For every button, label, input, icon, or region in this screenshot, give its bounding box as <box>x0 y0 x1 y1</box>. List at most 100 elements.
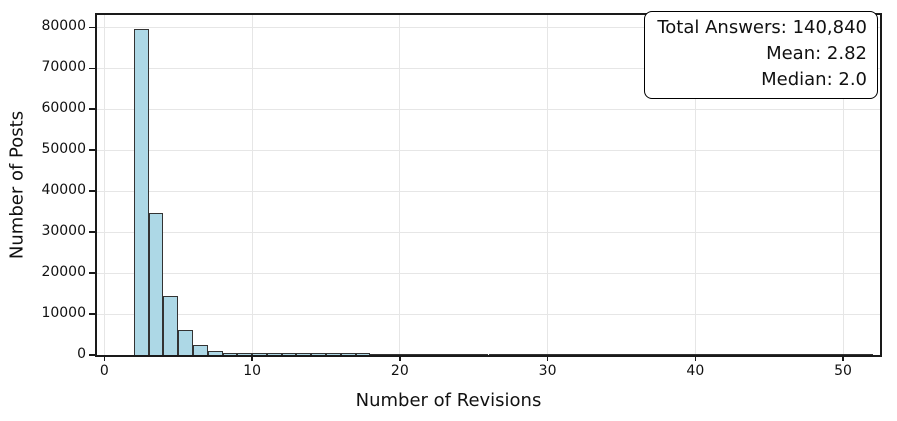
histogram-bar <box>178 330 194 355</box>
y-tick-mark <box>89 67 95 69</box>
gridline-v <box>251 15 253 355</box>
histogram-bar <box>237 353 253 355</box>
histogram-bar <box>444 354 459 355</box>
x-tick-label: 50 <box>834 363 852 379</box>
y-tick-label: 30000 <box>41 223 86 240</box>
gridline-h <box>97 26 880 28</box>
histogram-bar <box>193 344 208 355</box>
histogram-bar <box>163 296 179 355</box>
x-tick-mark <box>546 355 549 361</box>
x-tick-mark <box>694 355 697 361</box>
histogram-bar <box>798 354 814 355</box>
histogram-bar <box>547 354 563 355</box>
histogram-bar <box>518 354 533 355</box>
histogram-bar <box>562 354 578 355</box>
histogram-bar <box>680 354 696 355</box>
histogram-bar <box>695 354 711 355</box>
histogram-bar <box>621 354 637 355</box>
histogram-bar <box>296 353 312 355</box>
histogram-bar <box>651 354 666 355</box>
gridline-h <box>97 190 880 192</box>
y-tick-label: 0 <box>77 346 86 362</box>
histogram-bar <box>710 354 725 355</box>
gridline-v <box>399 15 401 355</box>
histogram-bar <box>665 354 681 355</box>
histogram-bar <box>148 212 164 355</box>
gridline-h <box>97 272 880 274</box>
gridline-v <box>842 15 844 355</box>
histogram-bar <box>458 354 474 355</box>
y-tick-mark <box>89 354 95 356</box>
histogram-bar <box>266 353 282 355</box>
histogram-bar <box>591 354 607 355</box>
histogram-bar <box>311 353 326 355</box>
histogram-bar <box>252 353 267 355</box>
histogram-bar <box>133 29 149 355</box>
gridline-h <box>97 149 880 151</box>
y-tick-label: 70000 <box>41 59 86 76</box>
y-tick-mark <box>89 108 95 110</box>
histogram-bar <box>828 354 844 355</box>
histogram-bar <box>488 354 504 355</box>
x-tick-label: 0 <box>99 363 109 379</box>
x-tick-label: 10 <box>243 363 262 379</box>
annotation-total: Total Answers: 140,840 <box>657 17 867 38</box>
y-tick-label: 10000 <box>41 305 86 322</box>
annotation-median: Median: 2.0 <box>761 69 867 90</box>
histogram-bar <box>636 354 651 355</box>
gridline-v <box>103 15 105 355</box>
histogram-bar <box>724 354 740 355</box>
x-tick-label: 40 <box>686 363 705 379</box>
histogram-bar <box>769 354 784 355</box>
histogram-bar <box>503 354 519 355</box>
y-tick-mark <box>89 313 95 315</box>
y-tick-label: 80000 <box>41 18 86 35</box>
histogram-bar <box>473 354 489 355</box>
x-tick-mark <box>103 355 106 361</box>
histogram-bar <box>355 353 371 355</box>
gridline-h <box>97 231 880 233</box>
x-tick-label: 30 <box>538 363 557 379</box>
histogram-bar <box>340 353 356 355</box>
x-tick-mark <box>842 355 844 361</box>
y-tick-label: 60000 <box>41 100 86 117</box>
histogram-bar <box>399 354 415 355</box>
gridline-v <box>694 15 696 355</box>
annotation-mean: Mean: 2.82 <box>766 43 867 64</box>
y-tick-mark <box>89 190 95 192</box>
histogram-bar <box>843 354 858 355</box>
histogram-bar <box>783 354 799 355</box>
histogram-bar <box>577 354 592 355</box>
histogram-bar <box>813 354 829 355</box>
gridline-h <box>97 67 880 69</box>
y-tick-mark <box>89 272 95 274</box>
histogram-bar <box>281 353 297 355</box>
y-tick-mark <box>89 149 95 151</box>
histogram-bar <box>754 354 770 355</box>
histogram-bar <box>429 354 445 355</box>
x-axis-label: Number of Revisions <box>355 390 542 411</box>
histogram-bar <box>606 354 622 355</box>
gridline-h <box>97 313 880 315</box>
x-tick-mark <box>399 355 401 361</box>
histogram-bar <box>207 350 223 355</box>
histogram-bar <box>222 352 238 355</box>
histogram-bar <box>414 354 430 355</box>
histogram-bar <box>857 354 873 355</box>
histogram-bar <box>370 354 386 355</box>
x-tick-mark <box>251 355 253 361</box>
x-tick-label: 20 <box>390 363 409 379</box>
y-tick-mark <box>89 26 95 29</box>
histogram-bar <box>532 354 548 355</box>
histogram-bar <box>385 354 400 355</box>
y-axis-label: Number of Posts <box>6 110 28 260</box>
y-tick-label: 40000 <box>41 182 86 199</box>
y-tick-label: 20000 <box>41 264 86 281</box>
annotation-box: Total Answers: 140,840 Mean: 2.82 Median… <box>644 11 878 99</box>
histogram-bar <box>739 354 755 355</box>
gridline-h <box>97 108 880 110</box>
y-tick-mark <box>89 231 95 233</box>
y-tick-label: 50000 <box>41 141 86 158</box>
histogram-bar <box>325 353 341 355</box>
